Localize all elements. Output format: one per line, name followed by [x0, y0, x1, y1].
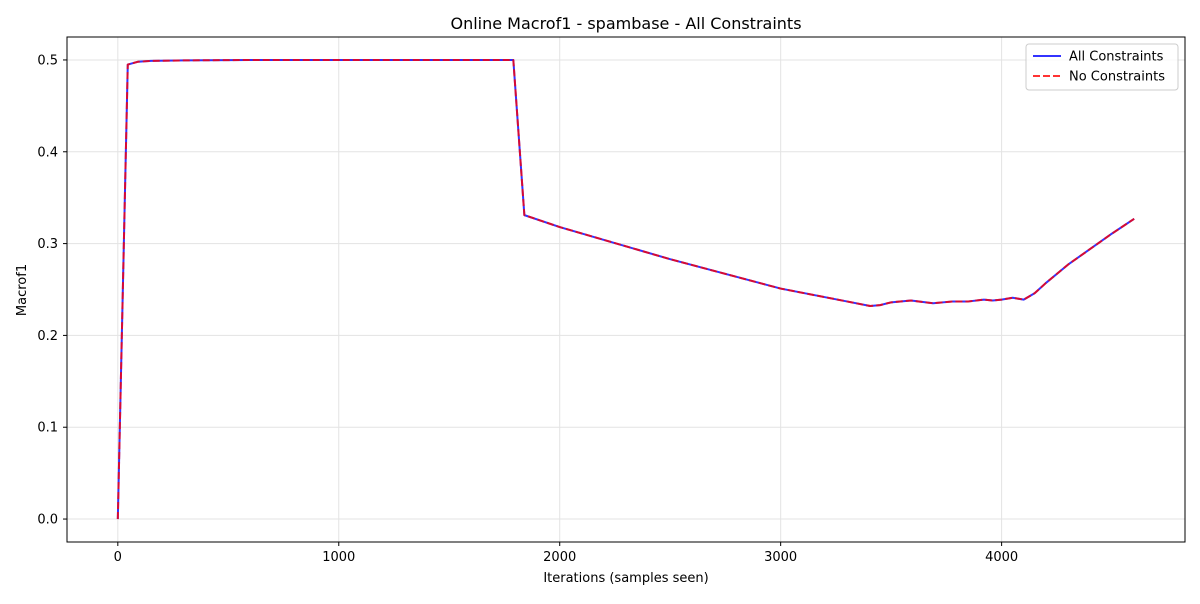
legend-box — [1025, 43, 1179, 91]
x-tick-label: 0 — [114, 550, 122, 565]
grid-lines — [67, 37, 1185, 542]
y-tick-label: 0.0 — [37, 513, 58, 528]
x-axis-ticks: 0 1000 2000 3000 4000 — [114, 542, 1018, 565]
x-tick-label: 4000 — [985, 550, 1018, 565]
legend: All Constraints No Constraints — [1025, 43, 1179, 91]
series-line-no-constraints — [116, 58, 1135, 520]
legend-label-all-constraints: All Constraints — [1069, 50, 1164, 65]
x-tick-label: 3000 — [764, 550, 797, 565]
legend-label-no-constraints: No Constraints — [1069, 70, 1165, 85]
y-axis-ticks: 0.0 0.1 0.2 0.3 0.4 0.5 — [37, 53, 67, 528]
chart-title: Online Macrof1 - spambase - All Constrai… — [450, 14, 801, 33]
x-tick-label: 1000 — [322, 550, 355, 565]
y-tick-label: 0.3 — [37, 237, 58, 252]
y-tick-label: 0.2 — [37, 329, 58, 344]
series-layer — [116, 58, 1135, 520]
series-line-all-constraints — [116, 58, 1135, 520]
x-tick-label: 2000 — [543, 550, 576, 565]
x-axis-label: Iterations (samples seen) — [543, 571, 708, 586]
y-tick-label: 0.1 — [37, 421, 58, 436]
plot-frame — [66, 36, 1186, 543]
y-tick-label: 0.4 — [37, 145, 58, 160]
y-axis-label: Macrof1 — [15, 264, 30, 316]
y-tick-label: 0.5 — [37, 53, 58, 68]
